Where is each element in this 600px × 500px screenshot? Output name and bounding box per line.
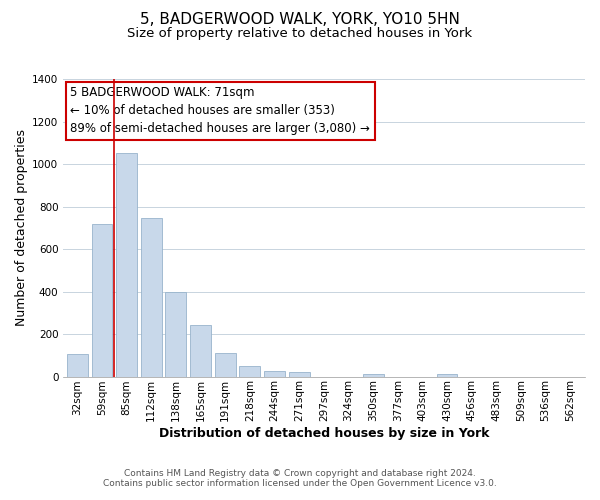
Bar xyxy=(67,354,88,376)
Bar xyxy=(437,374,457,376)
Bar xyxy=(239,366,260,376)
X-axis label: Distribution of detached houses by size in York: Distribution of detached houses by size … xyxy=(158,427,489,440)
Bar xyxy=(166,292,187,376)
Text: 5 BADGERWOOD WALK: 71sqm
← 10% of detached houses are smaller (353)
89% of semi-: 5 BADGERWOOD WALK: 71sqm ← 10% of detach… xyxy=(70,86,370,136)
Text: Size of property relative to detached houses in York: Size of property relative to detached ho… xyxy=(127,28,473,40)
Text: Contains public sector information licensed under the Open Government Licence v3: Contains public sector information licen… xyxy=(103,478,497,488)
Bar xyxy=(116,154,137,376)
Bar xyxy=(289,372,310,376)
Y-axis label: Number of detached properties: Number of detached properties xyxy=(15,130,28,326)
Bar xyxy=(190,325,211,376)
Text: 5, BADGERWOOD WALK, YORK, YO10 5HN: 5, BADGERWOOD WALK, YORK, YO10 5HN xyxy=(140,12,460,28)
Bar xyxy=(141,218,162,376)
Text: Contains HM Land Registry data © Crown copyright and database right 2024.: Contains HM Land Registry data © Crown c… xyxy=(124,468,476,477)
Bar xyxy=(215,353,236,376)
Bar xyxy=(92,224,112,376)
Bar xyxy=(264,370,285,376)
Bar xyxy=(362,374,383,376)
